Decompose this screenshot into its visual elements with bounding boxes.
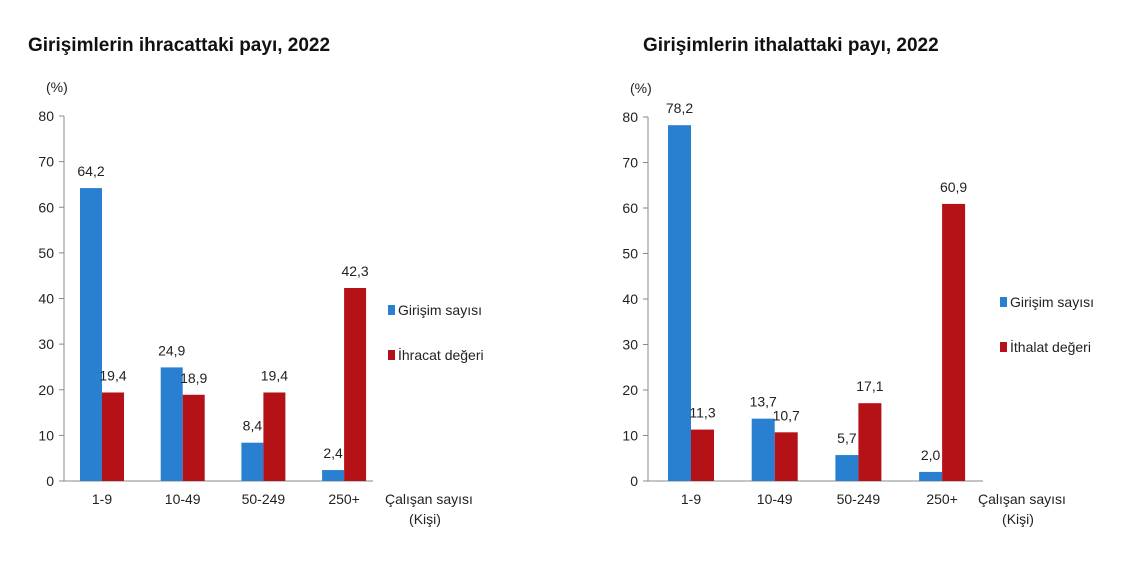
bar-enterprise-count xyxy=(919,471,943,481)
data-label: 18,9 xyxy=(180,370,207,386)
data-label: 13,7 xyxy=(750,394,777,410)
x-axis-unit-label: (Kişi) xyxy=(1002,511,1034,527)
data-label: 42,3 xyxy=(341,263,368,279)
y-tick-label: 20 xyxy=(622,382,638,398)
bar-trade-value xyxy=(344,288,367,481)
bar-enterprise-count xyxy=(322,470,345,481)
y-tick-label: 50 xyxy=(38,245,54,261)
legend-label: İhracat değeri xyxy=(398,346,484,363)
bar-trade-value xyxy=(942,203,966,481)
x-axis-label: Çalışan sayısı xyxy=(385,491,473,507)
bar-trade-value xyxy=(182,394,205,481)
legend-swatch xyxy=(1000,297,1007,307)
y-tick-label: 40 xyxy=(622,291,638,307)
legend-swatch xyxy=(388,350,395,360)
legend-label: Girişim sayısı xyxy=(398,302,482,318)
x-tick-label: 50-249 xyxy=(837,491,881,507)
bar-trade-value xyxy=(774,432,798,481)
y-tick-label: 30 xyxy=(622,337,638,353)
data-label: 2,0 xyxy=(921,447,941,463)
data-label: 11,3 xyxy=(689,405,715,421)
x-tick-label: 10-49 xyxy=(757,491,793,507)
bar-enterprise-count xyxy=(668,125,691,481)
y-tick-label: 60 xyxy=(622,200,638,216)
bar-trade-value xyxy=(263,392,286,481)
x-tick-label: 250+ xyxy=(926,491,958,507)
data-label: 60,9 xyxy=(940,179,967,195)
y-tick-label: 80 xyxy=(622,109,638,125)
data-label: 10,7 xyxy=(773,407,800,423)
x-tick-label: 50-249 xyxy=(242,491,286,507)
legend-label: Girişim sayısı xyxy=(1010,294,1094,310)
bar-enterprise-count xyxy=(160,367,183,481)
y-tick-label: 80 xyxy=(38,108,54,124)
chart-title: Girişimlerin ithalattaki payı, 2022 xyxy=(643,35,939,56)
y-tick-label: 0 xyxy=(46,473,54,489)
legend-swatch xyxy=(388,305,395,315)
data-label: 8,4 xyxy=(243,418,263,434)
x-tick-label: 1-9 xyxy=(681,491,701,507)
y-tick-label: 50 xyxy=(622,246,638,262)
y-axis-unit-label: (%) xyxy=(630,80,652,96)
y-tick-label: 30 xyxy=(38,336,54,352)
x-tick-label: 10-49 xyxy=(165,491,201,507)
bar-enterprise-count xyxy=(751,418,775,481)
bar-trade-value xyxy=(691,429,714,481)
y-axis-unit-label: (%) xyxy=(46,79,68,95)
x-axis-unit-label: (Kişi) xyxy=(409,511,441,527)
data-label: 5,7 xyxy=(837,430,857,446)
x-axis-label: Çalışan sayısı xyxy=(978,491,1066,507)
y-tick-label: 40 xyxy=(38,291,54,307)
y-tick-label: 70 xyxy=(38,154,54,170)
bar-enterprise-count xyxy=(241,442,264,481)
y-tick-label: 60 xyxy=(38,199,54,215)
data-label: 2,4 xyxy=(323,445,343,461)
data-label: 19,4 xyxy=(99,367,126,383)
x-tick-label: 250+ xyxy=(328,491,360,507)
y-tick-label: 20 xyxy=(38,382,54,398)
data-label: 24,9 xyxy=(158,342,185,358)
bar-enterprise-count xyxy=(835,455,859,481)
legend-swatch xyxy=(1000,342,1007,352)
y-tick-label: 10 xyxy=(38,427,54,443)
legend-label: İthalat değeri xyxy=(1010,338,1091,355)
y-tick-label: 70 xyxy=(622,155,638,171)
data-label: 17,1 xyxy=(856,378,883,394)
data-label: 64,2 xyxy=(77,163,104,179)
y-tick-label: 10 xyxy=(622,428,638,444)
bar-trade-value xyxy=(858,403,882,481)
data-label: 19,4 xyxy=(261,367,288,383)
chart-title: Girişimlerin ihracattaki payı, 2022 xyxy=(28,35,330,56)
bar-enterprise-count xyxy=(80,188,102,481)
y-tick-label: 0 xyxy=(630,473,638,489)
data-label: 78,2 xyxy=(666,100,693,116)
x-tick-label: 1-9 xyxy=(92,491,112,507)
bar-trade-value xyxy=(102,392,124,481)
